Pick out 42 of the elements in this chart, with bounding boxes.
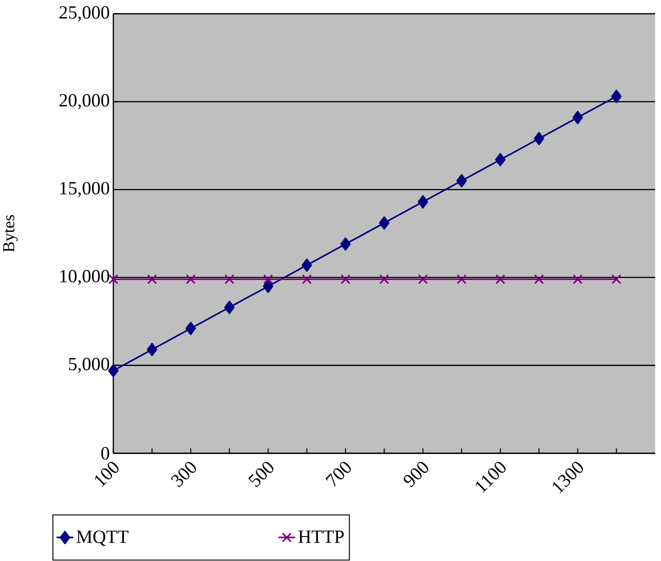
x-tick-label: 1100 (476, 462, 506, 494)
point (611, 90, 622, 104)
point (263, 274, 274, 284)
point (108, 364, 119, 378)
point (495, 153, 506, 167)
point (186, 322, 196, 336)
point (534, 132, 544, 146)
point (495, 274, 506, 284)
y-tick-label: 20,000 (60, 94, 110, 110)
legend-label: HTTP (298, 530, 344, 544)
point (418, 195, 428, 209)
point (302, 258, 312, 272)
point (146, 343, 158, 356)
y-tick-label: 10,000 (60, 270, 110, 286)
x-tick-label: 300 (170, 462, 196, 488)
point (611, 274, 622, 284)
point (572, 111, 583, 124)
x-tick-label: 700 (325, 462, 351, 487)
point (572, 274, 583, 284)
y-tick-label: 15,000 (60, 182, 110, 198)
y-tick-label: 0 (101, 447, 110, 460)
x-tick-label: 100 (94, 462, 119, 488)
point (456, 174, 467, 188)
x-tick-label: 500 (248, 462, 274, 488)
point (418, 274, 428, 284)
point (186, 274, 196, 284)
point (262, 280, 274, 294)
point (340, 238, 351, 251)
point (340, 274, 350, 284)
point (456, 274, 467, 284)
x-tick-label: 900 (404, 462, 428, 488)
point (224, 274, 234, 284)
y-tick-label: 25,000 (60, 6, 110, 22)
point (379, 274, 390, 284)
point (147, 274, 157, 284)
point (302, 274, 312, 284)
point (379, 216, 390, 230)
y-axis-title: Bytes (3, 215, 18, 252)
point (534, 274, 544, 284)
point (224, 300, 235, 314)
legend-label: MQTT (76, 530, 128, 546)
y-tick-label: 5,000 (69, 358, 110, 374)
